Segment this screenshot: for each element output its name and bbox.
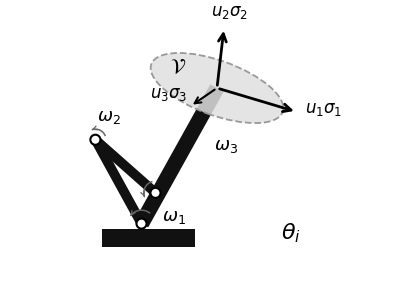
Text: $u_3\sigma_3$: $u_3\sigma_3$: [150, 86, 188, 104]
Text: $\omega_2$: $\omega_2$: [97, 108, 121, 126]
Text: $u_2\sigma_2$: $u_2\sigma_2$: [211, 3, 248, 21]
Circle shape: [150, 188, 160, 198]
Circle shape: [90, 135, 100, 145]
Text: $\mathcal{V}$: $\mathcal{V}$: [170, 57, 186, 77]
Circle shape: [136, 219, 147, 229]
Bar: [102, 229, 194, 247]
Ellipse shape: [151, 53, 284, 123]
Text: $\theta_i$: $\theta_i$: [281, 222, 301, 245]
Text: $\omega_3$: $\omega_3$: [214, 137, 238, 155]
Text: $u_1\sigma_1$: $u_1\sigma_1$: [305, 100, 342, 118]
Text: $\omega_1$: $\omega_1$: [163, 208, 186, 226]
